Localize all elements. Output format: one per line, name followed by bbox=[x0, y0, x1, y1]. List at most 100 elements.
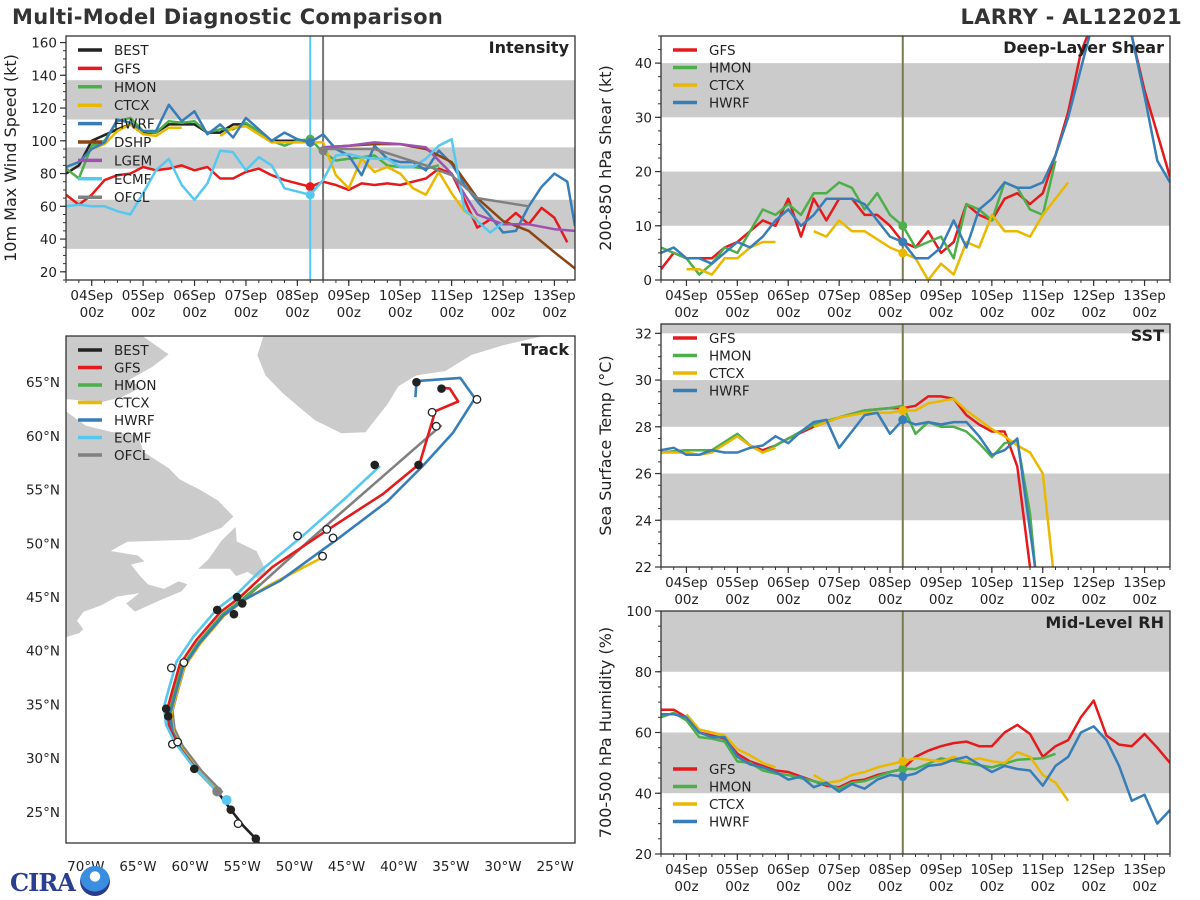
marker-hmon bbox=[898, 764, 908, 774]
track-position-filled bbox=[226, 805, 236, 815]
y-axis-label: 700-500 hPa Humidity (%) bbox=[596, 627, 615, 838]
track-position-filled bbox=[251, 834, 261, 843]
track-position-filled bbox=[237, 599, 247, 608]
y-tick-label: 20 bbox=[635, 847, 652, 863]
panel-title: Deep-Layer Shear bbox=[1003, 38, 1164, 57]
x-tick-label: 06Sep bbox=[767, 575, 810, 591]
series-line-ecmf bbox=[66, 137, 504, 234]
marker-ctcx bbox=[898, 248, 908, 258]
y-axis-label: 200-850 hPa Shear (kt) bbox=[596, 65, 615, 251]
x-tick-sublabel: 00z bbox=[542, 305, 566, 321]
track-panel: 25°N30°N35°N40°N45°N50°N55°N60°N65°N70°W… bbox=[26, 335, 576, 875]
legend-label-ecmf: ECMF bbox=[114, 172, 151, 188]
legend-label-hmon: HMON bbox=[709, 349, 752, 365]
x-tick-label: 06Sep bbox=[767, 288, 810, 304]
lon-label: 25°W bbox=[537, 859, 574, 875]
lon-label: 40°W bbox=[380, 859, 417, 875]
x-tick-sublabel: 00z bbox=[1082, 305, 1106, 321]
x-tick-label: 12Sep bbox=[482, 288, 525, 304]
legend-label-ofcl: OFCL bbox=[114, 190, 150, 206]
track-position-open bbox=[233, 819, 243, 829]
track-position-open bbox=[431, 421, 441, 431]
y-tick-label: 32 bbox=[635, 326, 652, 342]
legend-label-gfs: GFS bbox=[114, 61, 141, 77]
lat-label: 45°N bbox=[26, 590, 60, 606]
x-tick-label: 10Sep bbox=[971, 575, 1014, 591]
x-tick-label: 05Sep bbox=[122, 288, 165, 304]
marker-ctcx bbox=[898, 756, 908, 766]
x-tick-sublabel: 00z bbox=[1132, 879, 1156, 895]
x-tick-sublabel: 00z bbox=[1031, 879, 1055, 895]
x-tick-label: 12Sep bbox=[1072, 862, 1115, 878]
shading-band bbox=[661, 63, 1170, 118]
lat-label: 50°N bbox=[26, 536, 60, 552]
lat-label: 55°N bbox=[26, 483, 60, 499]
x-tick-sublabel: 00z bbox=[234, 305, 258, 321]
x-tick-label: 08Sep bbox=[276, 288, 319, 304]
x-tick-sublabel: 00z bbox=[725, 592, 749, 608]
lon-label: 60°W bbox=[171, 859, 208, 875]
legend-label-ctcx: CTCX bbox=[709, 366, 745, 382]
lon-label: 50°W bbox=[276, 859, 313, 875]
y-tick-label: 120 bbox=[31, 101, 57, 117]
legend-label-hwrf: HWRF bbox=[709, 815, 750, 831]
legend-label-ctcx: CTCX bbox=[709, 797, 745, 813]
legend-label-lgem: LGEM bbox=[114, 153, 152, 169]
x-tick-sublabel: 00z bbox=[80, 305, 104, 321]
track-position-filled bbox=[161, 704, 171, 714]
x-tick-label: 04Sep bbox=[665, 288, 708, 304]
x-tick-label: 09Sep bbox=[920, 288, 963, 304]
plot-frame bbox=[65, 335, 576, 844]
y-tick-label: 10 bbox=[635, 219, 652, 235]
rh-panel: 2040608010004Sep00z05Sep00z06Sep00z07Sep… bbox=[596, 604, 1171, 895]
y-tick-label: 26 bbox=[635, 467, 652, 483]
track-position-filled bbox=[437, 384, 446, 393]
series-line-ctcx bbox=[685, 713, 1070, 802]
panel-title: Track bbox=[521, 340, 569, 359]
land-mass bbox=[196, 525, 267, 580]
legend-label-gfs: GFS bbox=[709, 43, 736, 59]
lon-label: 30°W bbox=[484, 859, 521, 875]
x-tick-sublabel: 00z bbox=[388, 305, 412, 321]
track-line-hwrf bbox=[169, 376, 477, 796]
x-tick-sublabel: 00z bbox=[439, 305, 463, 321]
x-tick-sublabel: 00z bbox=[1082, 592, 1106, 608]
lat-label: 40°N bbox=[26, 644, 60, 660]
series-line-ctcx bbox=[91, 123, 478, 221]
shear-panel: 01020304004Sep00z05Sep00z06Sep00z07Sep00… bbox=[596, 35, 1171, 321]
x-tick-label: 08Sep bbox=[869, 288, 912, 304]
lat-label: 65°N bbox=[26, 375, 60, 391]
track-line-hmon bbox=[168, 583, 261, 795]
panel-title: Mid-Level RH bbox=[1045, 613, 1164, 632]
y-tick-label: 100 bbox=[31, 134, 57, 150]
track-line-ecmf bbox=[162, 465, 381, 790]
legend-label-gfs: GFS bbox=[114, 361, 141, 377]
track-line-ctcx bbox=[170, 553, 328, 796]
x-tick-sublabel: 00z bbox=[929, 305, 953, 321]
x-tick-sublabel: 00z bbox=[929, 592, 953, 608]
y-tick-label: 100 bbox=[626, 604, 652, 620]
cira-logo-text: CIRA bbox=[10, 868, 76, 897]
y-tick-label: 160 bbox=[31, 36, 57, 52]
lon-label: 55°W bbox=[224, 859, 261, 875]
legend-label-best: BEST bbox=[114, 343, 149, 359]
x-tick-label: 07Sep bbox=[818, 575, 861, 591]
track-position-open bbox=[173, 737, 183, 747]
x-tick-sublabel: 00z bbox=[1132, 305, 1156, 321]
x-tick-sublabel: 00z bbox=[1031, 305, 1055, 321]
x-tick-label: 05Sep bbox=[716, 862, 759, 878]
shading-band bbox=[661, 171, 1170, 226]
track-position-open bbox=[328, 533, 338, 543]
track-position-open bbox=[293, 531, 303, 541]
x-tick-sublabel: 00z bbox=[131, 305, 155, 321]
x-tick-sublabel: 00z bbox=[725, 305, 749, 321]
legend-label-gfs: GFS bbox=[709, 762, 736, 778]
y-tick-label: 80 bbox=[635, 665, 652, 681]
track-position-filled bbox=[370, 460, 380, 470]
land-mass bbox=[256, 336, 545, 435]
x-tick-label: 04Sep bbox=[665, 575, 708, 591]
x-tick-label: 12Sep bbox=[1072, 575, 1115, 591]
x-tick-label: 11Sep bbox=[1021, 862, 1064, 878]
legend-label-hwrf: HWRF bbox=[114, 117, 155, 133]
y-tick-label: 28 bbox=[635, 420, 652, 436]
